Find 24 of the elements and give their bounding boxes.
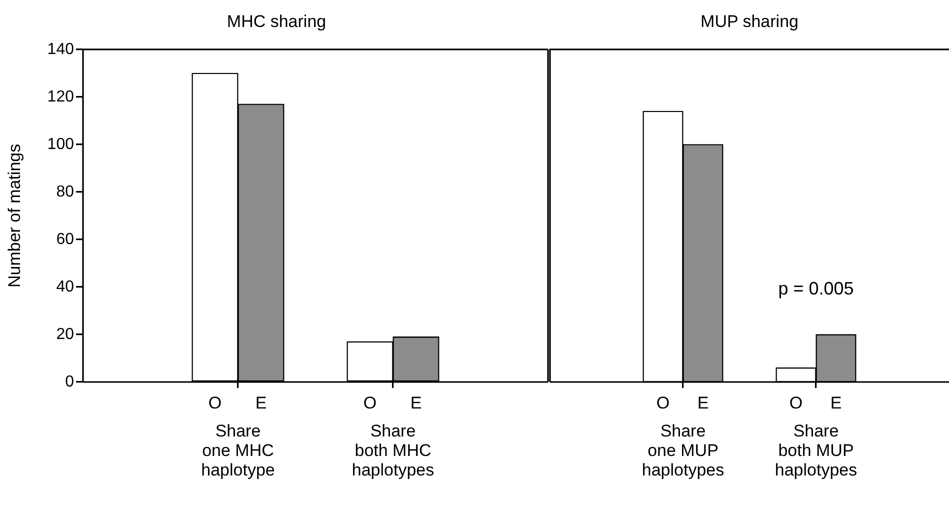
- text: O: [363, 394, 377, 413]
- y-tick-label: 120: [47, 88, 74, 106]
- y-tick-label: 0: [65, 373, 74, 390]
- series-label: E: [697, 394, 709, 413]
- y-tick-label: 100: [47, 136, 74, 153]
- annotation: p = 0.005: [778, 278, 854, 298]
- x-tick-label: Share one MHC haplotype: [201, 421, 275, 480]
- chart-title: MUP sharing: [700, 12, 798, 31]
- text: E: [410, 394, 422, 413]
- chart-title: MHC sharing: [226, 12, 326, 31]
- y-tick-label: 20: [56, 326, 74, 343]
- x-tick-label: Share both MHC haplotypes: [352, 421, 434, 480]
- series-label: O: [208, 394, 222, 413]
- x-tick-label: Share both MUP haplotypes: [774, 421, 858, 480]
- x-tick-label: Share one MUP haplotypes: [642, 421, 724, 480]
- y-tick-label: 60: [56, 230, 74, 248]
- series-label: O: [656, 394, 670, 413]
- y-tick-label: 140: [47, 40, 74, 58]
- text: O: [789, 394, 803, 413]
- text: E: [830, 394, 842, 413]
- y-tick-label: 40: [56, 278, 74, 296]
- y-tick-label: 80: [56, 183, 74, 200]
- y-axis-title: Number of matings: [4, 144, 24, 288]
- series-label: E: [255, 394, 267, 413]
